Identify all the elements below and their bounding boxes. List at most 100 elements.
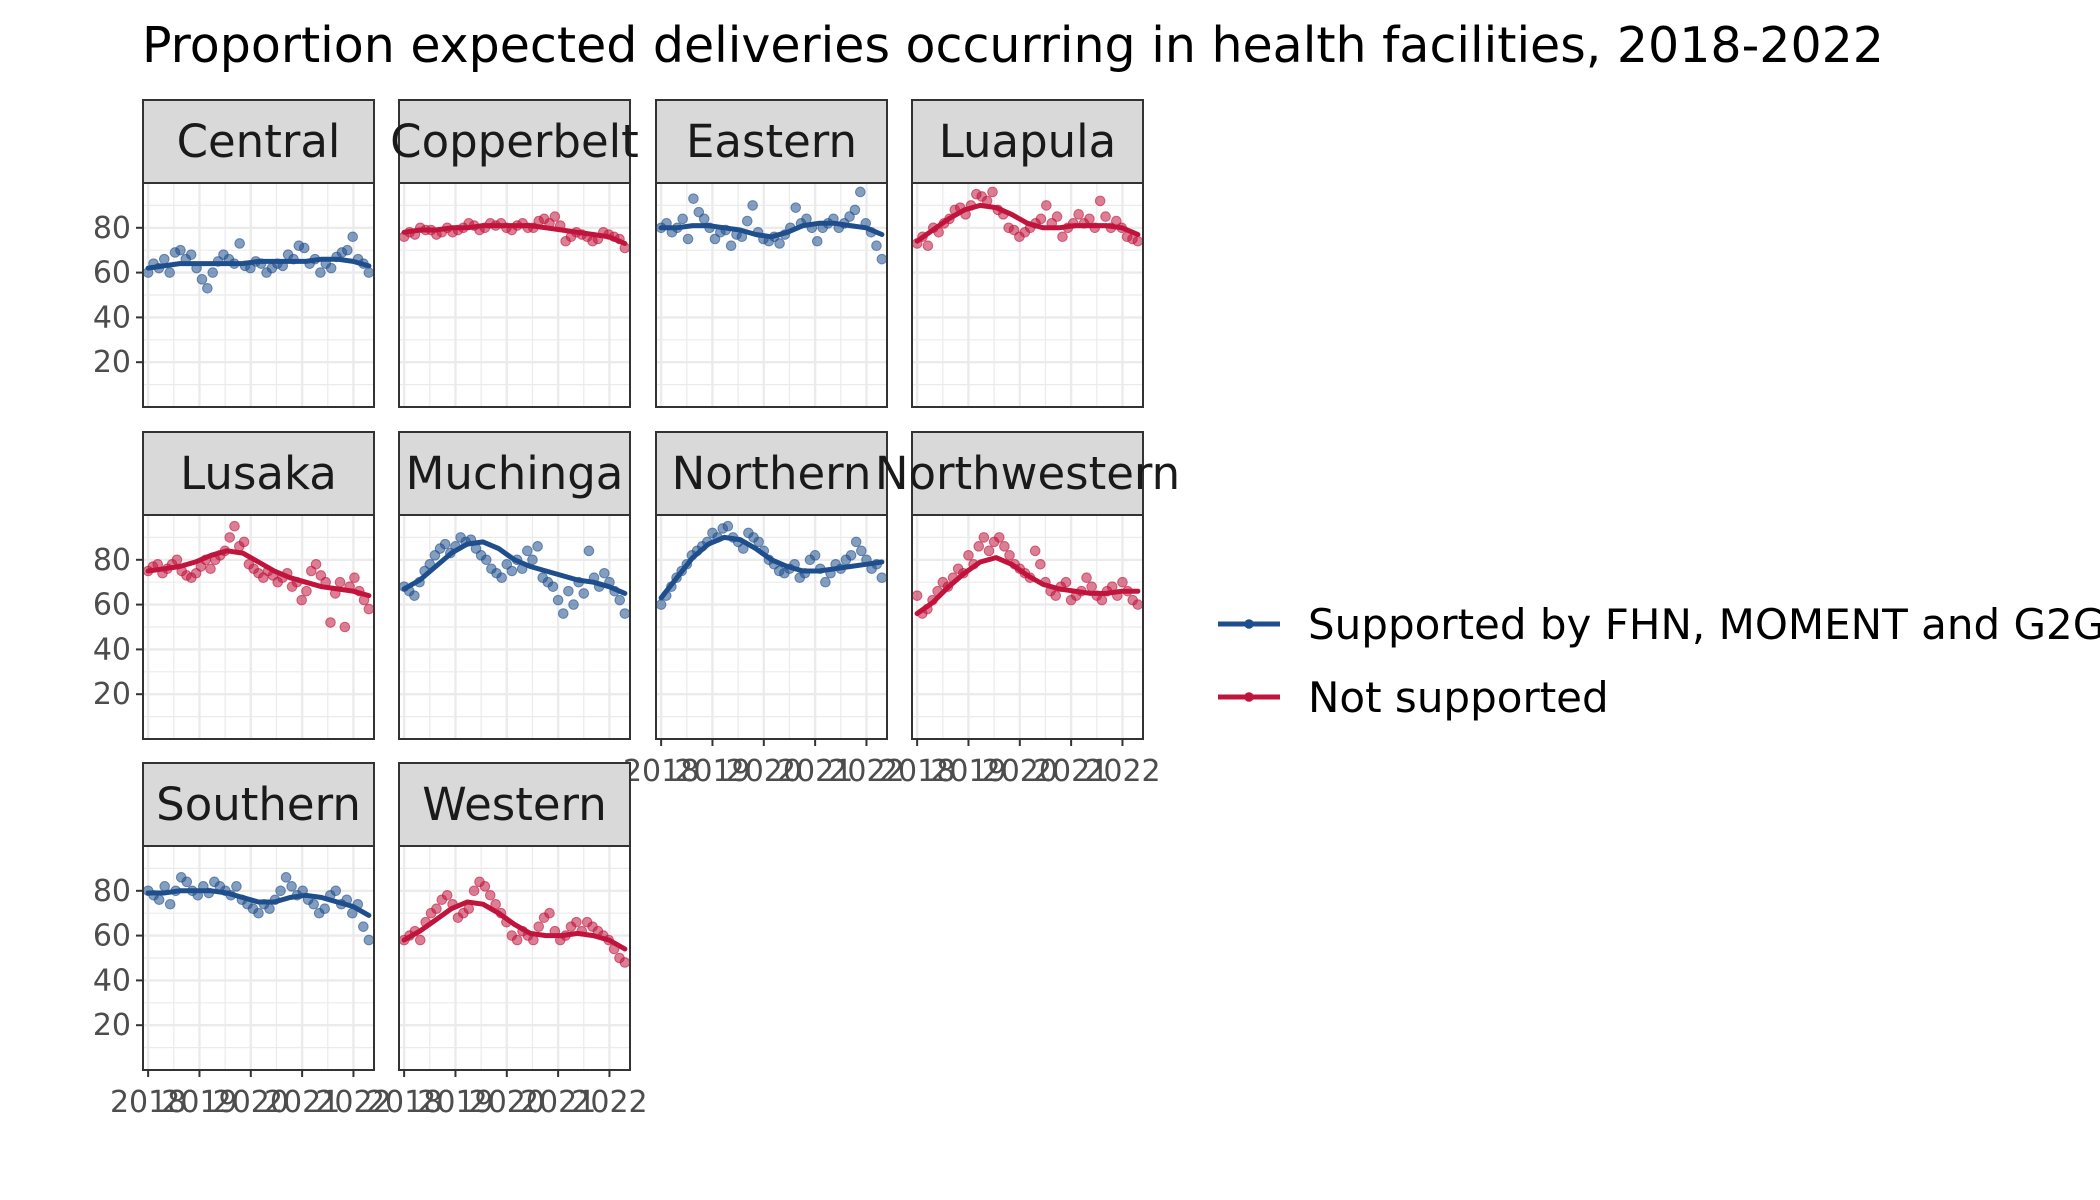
data-point: [1051, 211, 1063, 222]
panel-border: [398, 182, 631, 408]
panel-border: [398, 514, 631, 740]
facet-strip-label: Lusaka: [180, 447, 337, 500]
data-point: [275, 885, 286, 897]
data-point: [725, 240, 737, 252]
data-point: [1057, 231, 1068, 243]
data-point: [441, 889, 453, 901]
x-tick-label: 2022: [315, 1085, 391, 1120]
data-point: [363, 603, 375, 615]
y-tick-label: 20: [93, 1008, 131, 1043]
data-point: [1094, 195, 1106, 207]
facet-strip-label: Luapula: [939, 115, 1117, 168]
x-tick-label: 2020: [469, 1085, 545, 1120]
x-tick-label: 2018: [110, 1085, 186, 1120]
facet-strip-label: Eastern: [686, 115, 857, 168]
data-point: [871, 240, 882, 252]
data-point: [414, 934, 426, 946]
series-line: [914, 202, 1141, 244]
data-point: [1004, 550, 1015, 561]
facet-strip-label: Western: [422, 778, 607, 831]
data-point: [431, 903, 442, 915]
data-point: [999, 541, 1010, 552]
data-point: [578, 588, 590, 599]
series-line: [145, 888, 372, 918]
y-tick-label: 80: [93, 543, 131, 578]
y-tick-label: 80: [93, 211, 131, 246]
data-point: [1029, 545, 1041, 557]
chart-title: Proportion expected deliveries occurring…: [142, 17, 1884, 74]
series-line: [658, 220, 885, 240]
facet-strip: [142, 431, 375, 516]
data-point: [856, 545, 867, 557]
data-point: [339, 621, 351, 633]
data-point: [325, 262, 337, 274]
data-point: [993, 532, 1005, 543]
data-point: [753, 536, 764, 548]
data-point: [308, 898, 319, 910]
data-point: [522, 545, 533, 557]
data-point: [922, 240, 934, 252]
legend-item-not-supported: Not supported: [1218, 673, 1609, 722]
data-point: [741, 215, 753, 227]
data-point: [330, 885, 342, 897]
data-point: [496, 572, 507, 584]
data-point: [599, 567, 610, 579]
data-point: [527, 554, 538, 566]
data-point: [181, 876, 193, 888]
data-point: [1100, 211, 1111, 222]
data-point: [310, 558, 322, 570]
data-point: [571, 916, 582, 928]
panel-border: [911, 182, 1144, 408]
panel-border: [655, 182, 888, 408]
facet-strip-label: Muchinga: [406, 447, 624, 500]
series-line: [145, 548, 372, 599]
data-point: [552, 594, 564, 606]
data-point: [264, 903, 275, 915]
data-point: [301, 585, 312, 597]
data-point: [185, 249, 197, 260]
data-point: [698, 213, 710, 225]
x-tick-label: 2021: [1033, 754, 1109, 789]
data-point: [563, 585, 574, 597]
data-point: [439, 538, 451, 550]
facet-strip-label: Southern: [156, 778, 361, 831]
data-point: [506, 565, 518, 577]
y-tick-label: 60: [93, 919, 131, 954]
data-point: [677, 213, 688, 225]
data-point: [347, 231, 359, 243]
data-point: [286, 881, 297, 892]
y-tick-label: 20: [93, 345, 131, 380]
legend-key-point: [1244, 619, 1254, 629]
y-tick-label: 20: [93, 677, 131, 712]
facet-strip: [911, 431, 1144, 516]
legend-label: Not supported: [1308, 673, 1609, 722]
data-point: [175, 244, 186, 256]
data-point: [1132, 235, 1144, 247]
data-point: [1117, 576, 1128, 588]
x-tick-label: 2020: [982, 754, 1058, 789]
data-point: [409, 590, 420, 601]
data-point: [614, 594, 626, 606]
data-point: [747, 200, 758, 211]
data-point: [790, 202, 802, 213]
panel-border: [911, 514, 1144, 740]
data-point: [164, 898, 176, 910]
data-point: [809, 550, 821, 561]
data-point: [363, 934, 375, 946]
data-point: [549, 211, 561, 222]
data-point: [533, 921, 545, 932]
data-point: [682, 233, 694, 245]
data-point: [1073, 209, 1084, 220]
panel-border: [142, 845, 375, 1071]
data-point: [1035, 558, 1046, 570]
facet-strip-label: Northwestern: [875, 447, 1180, 500]
facet-panel-central: Central 20 40 60 80: [93, 99, 375, 408]
data-point: [479, 881, 491, 892]
facet-strip-label: Central: [177, 115, 341, 168]
facet-strip: [655, 431, 888, 516]
data-point: [202, 282, 213, 294]
data-point: [315, 267, 326, 278]
data-point: [544, 907, 555, 919]
